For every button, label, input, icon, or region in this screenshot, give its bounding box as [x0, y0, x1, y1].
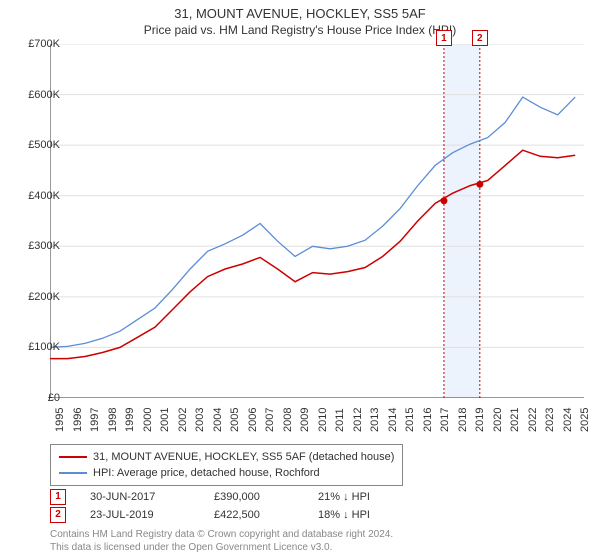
x-tick-label: 2006: [247, 408, 259, 432]
x-tick-label: 2023: [544, 408, 556, 432]
x-tick-label: 2025: [579, 408, 591, 432]
y-tick-label: £300K: [28, 240, 60, 252]
y-tick-label: £100K: [28, 341, 60, 353]
sale-date: 30-JUN-2017: [90, 488, 190, 506]
sales-table: 1 30-JUN-2017 £390,000 21% ↓ HPI 2 23-JU…: [50, 488, 438, 524]
legend-swatch: [59, 456, 87, 458]
sale-pct: 21% ↓ HPI: [318, 488, 438, 506]
sale-marker-box: 1: [436, 30, 452, 46]
x-tick-label: 2009: [299, 408, 311, 432]
sale-price: £390,000: [214, 488, 294, 506]
y-tick-label: £600K: [28, 89, 60, 101]
x-tick-label: 1995: [54, 408, 66, 432]
footer-attribution: Contains HM Land Registry data © Crown c…: [50, 528, 393, 554]
x-tick-label: 2022: [527, 408, 539, 432]
chart-title: 31, MOUNT AVENUE, HOCKLEY, SS5 5AF: [0, 0, 600, 21]
x-tick-label: 2004: [212, 408, 224, 432]
x-tick-label: 2011: [334, 408, 346, 432]
legend-item: HPI: Average price, detached house, Roch…: [59, 465, 394, 481]
legend-label: HPI: Average price, detached house, Roch…: [93, 465, 320, 481]
x-tick-label: 2012: [352, 408, 364, 432]
x-tick-label: 2001: [159, 408, 171, 432]
x-tick-label: 2019: [474, 408, 486, 432]
y-tick-label: £700K: [28, 38, 60, 50]
x-tick-label: 2000: [142, 408, 154, 432]
x-tick-label: 2016: [422, 408, 434, 432]
x-tick-label: 2017: [439, 408, 451, 432]
footer-line: Contains HM Land Registry data © Crown c…: [50, 528, 393, 541]
chart-subtitle: Price paid vs. HM Land Registry's House …: [0, 21, 600, 41]
x-tick-label: 2013: [369, 408, 381, 432]
legend-item: 31, MOUNT AVENUE, HOCKLEY, SS5 5AF (deta…: [59, 449, 394, 465]
y-tick-label: £500K: [28, 139, 60, 151]
x-tick-label: 1997: [89, 408, 101, 432]
x-tick-label: 2005: [229, 408, 241, 432]
x-tick-label: 2024: [562, 408, 574, 432]
y-tick-label: £200K: [28, 291, 60, 303]
x-tick-label: 2014: [387, 408, 399, 432]
x-tick-label: 1998: [107, 408, 119, 432]
x-tick-label: 1996: [72, 408, 84, 432]
y-tick-label: £400K: [28, 190, 60, 202]
sale-marker-icon: 1: [50, 489, 66, 505]
sale-marker-box: 2: [472, 30, 488, 46]
x-tick-label: 2002: [177, 408, 189, 432]
legend-label: 31, MOUNT AVENUE, HOCKLEY, SS5 5AF (deta…: [93, 449, 394, 465]
chart-plot-area: [50, 44, 584, 398]
chart-container: 31, MOUNT AVENUE, HOCKLEY, SS5 5AF Price…: [0, 0, 600, 560]
sale-price: £422,500: [214, 506, 294, 524]
x-tick-label: 2008: [282, 408, 294, 432]
legend: 31, MOUNT AVENUE, HOCKLEY, SS5 5AF (deta…: [50, 444, 403, 486]
x-tick-label: 1999: [124, 408, 136, 432]
x-tick-label: 2007: [264, 408, 276, 432]
sale-pct: 18% ↓ HPI: [318, 506, 438, 524]
x-tick-label: 2020: [492, 408, 504, 432]
sales-row: 1 30-JUN-2017 £390,000 21% ↓ HPI: [50, 488, 438, 506]
chart-svg: [50, 44, 584, 398]
x-tick-label: 2003: [194, 408, 206, 432]
legend-swatch: [59, 472, 87, 474]
x-tick-label: 2018: [457, 408, 469, 432]
x-tick-label: 2021: [509, 408, 521, 432]
sale-date: 23-JUL-2019: [90, 506, 190, 524]
x-tick-label: 2010: [317, 408, 329, 432]
y-tick-label: £0: [48, 392, 60, 404]
x-tick-label: 2015: [404, 408, 416, 432]
footer-line: This data is licensed under the Open Gov…: [50, 541, 393, 554]
sales-row: 2 23-JUL-2019 £422,500 18% ↓ HPI: [50, 506, 438, 524]
sale-marker-icon: 2: [50, 507, 66, 523]
